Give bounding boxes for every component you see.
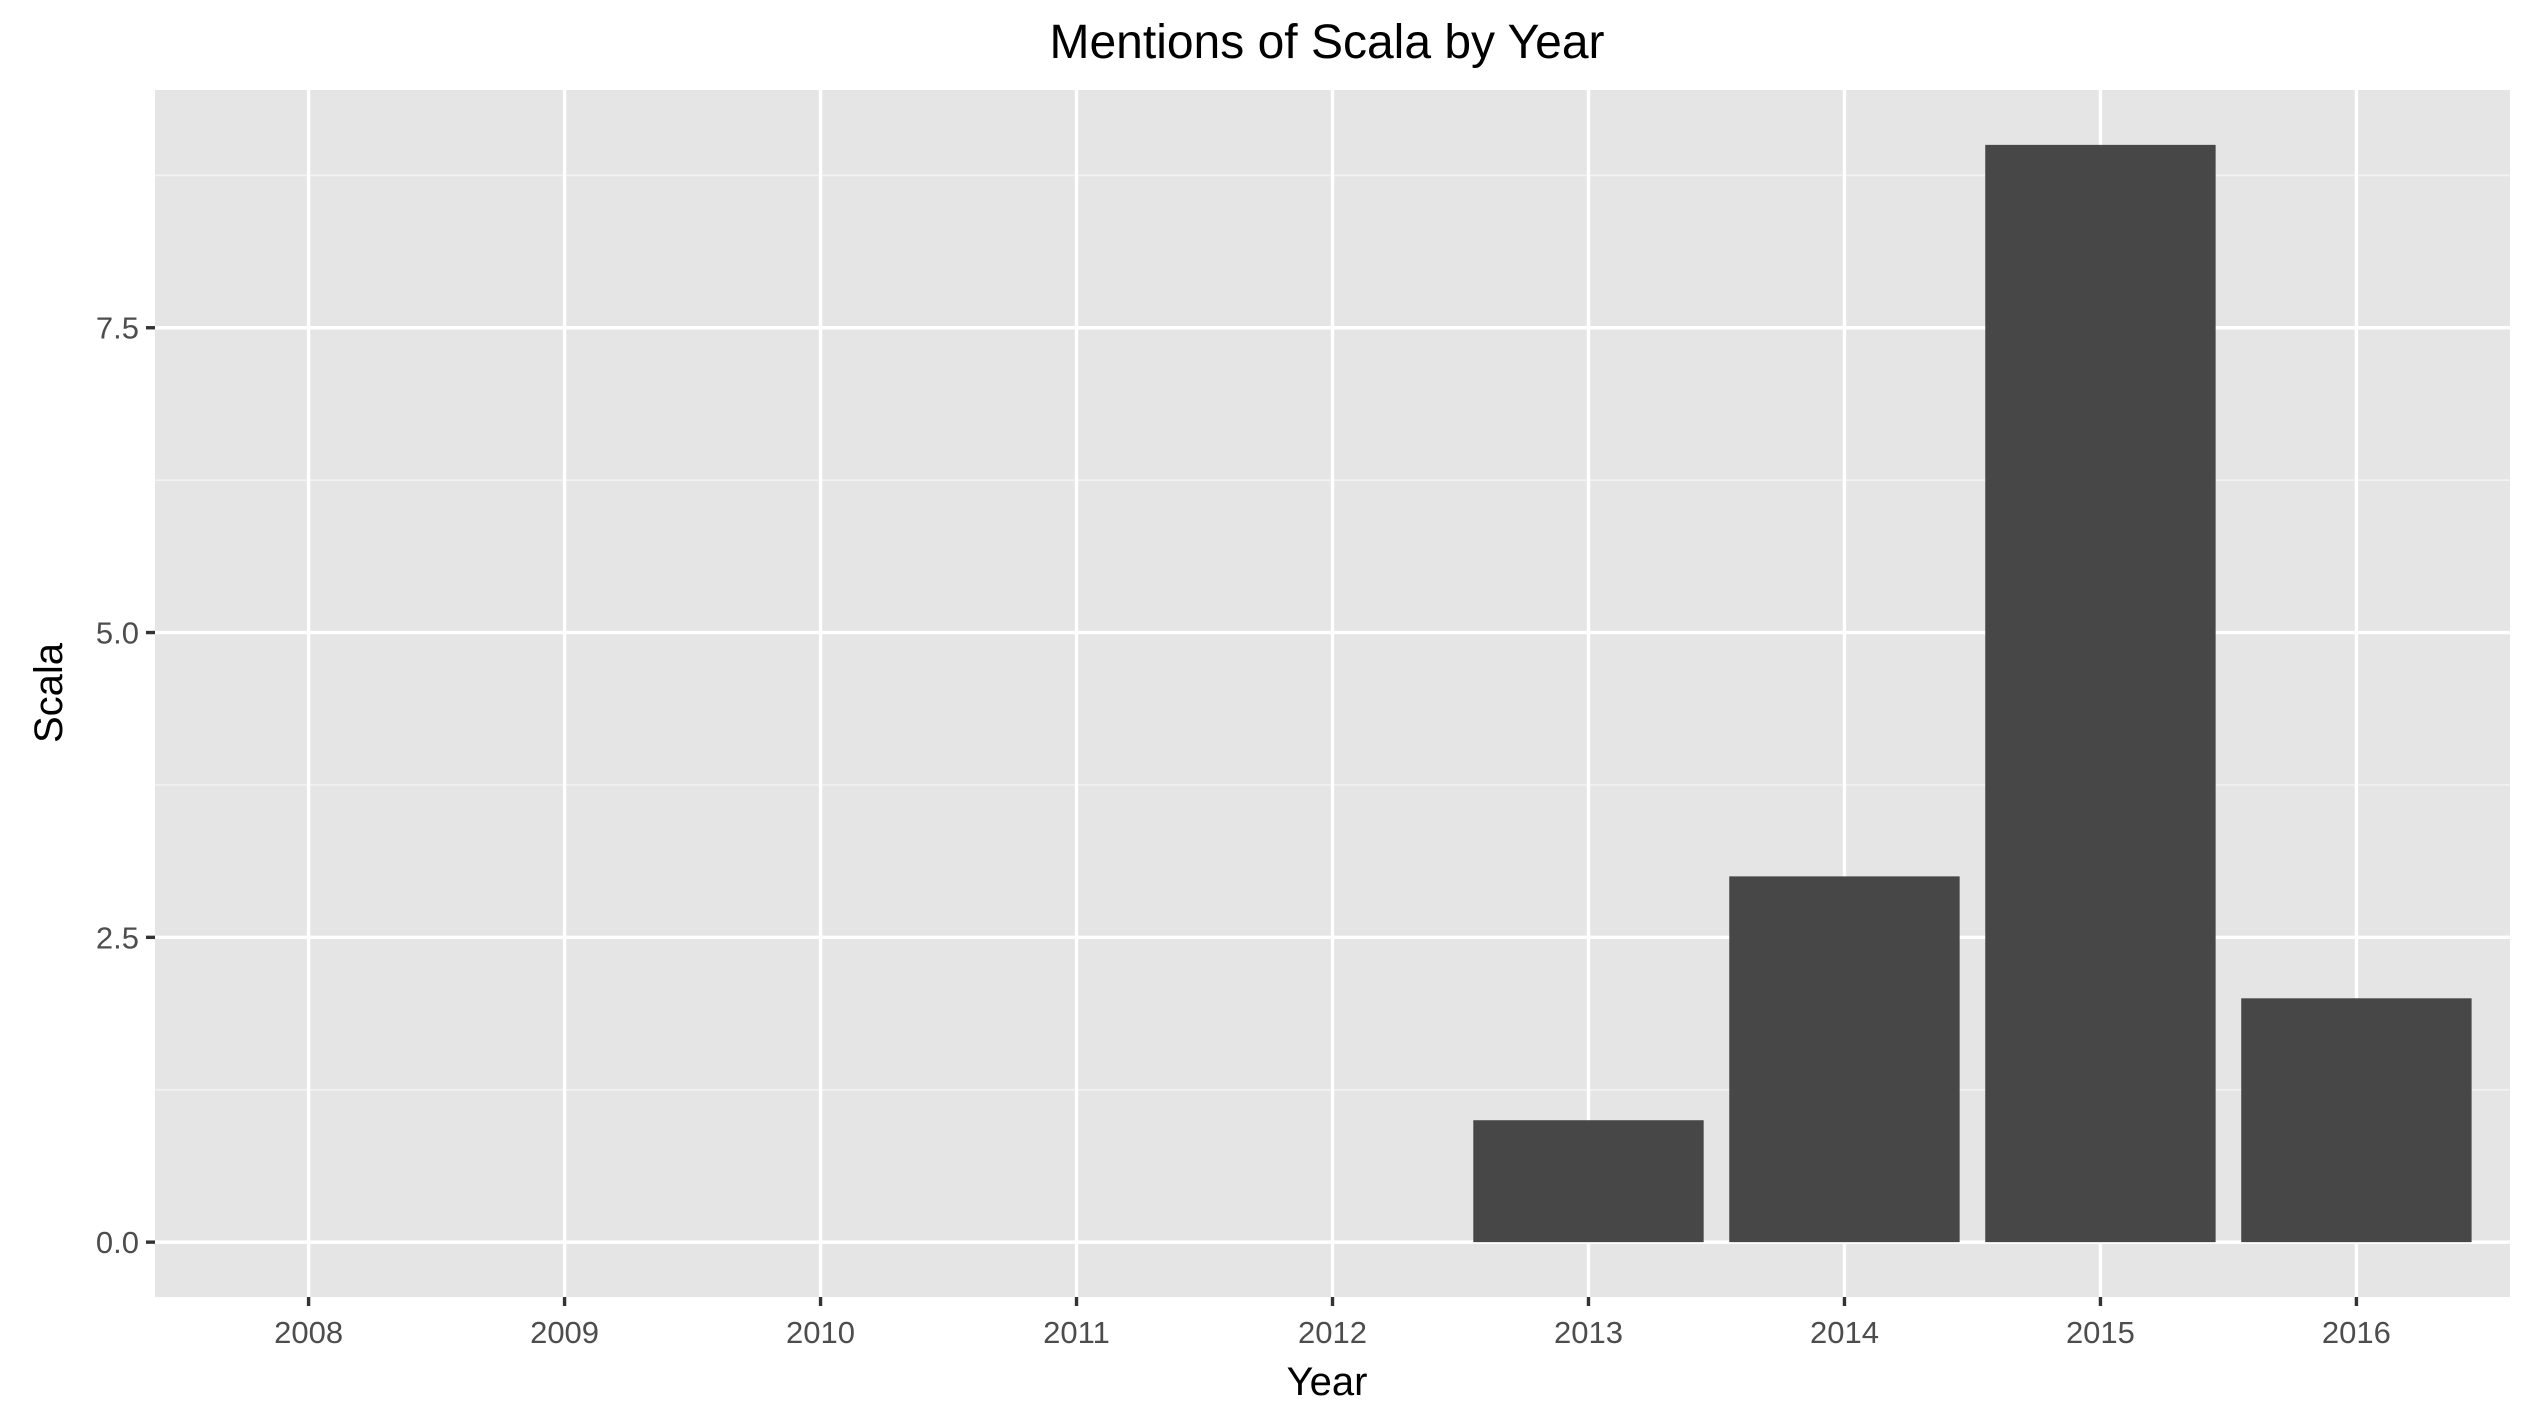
x-tick-label: 2010: [786, 1315, 855, 1350]
x-tick-label: 2014: [1810, 1315, 1879, 1350]
x-tick-label: 2009: [530, 1315, 599, 1350]
x-tick-label: 2016: [2322, 1315, 2391, 1350]
y-tick-label: 2.5: [96, 920, 139, 955]
x-tick-label: 2013: [1554, 1315, 1623, 1350]
x-axis-title: Year: [1287, 1360, 1368, 1404]
chart-title: Mentions of Scala by Year: [1049, 16, 1604, 69]
bar-2015: [1985, 144, 2216, 1243]
x-tick-label: 2012: [1298, 1315, 1367, 1350]
y-tick-label: 0.0: [96, 1225, 139, 1260]
x-tick-label: 2011: [1043, 1315, 1110, 1350]
y-tick-label: 5.0: [96, 616, 139, 651]
y-axis-title: Scala: [27, 642, 71, 743]
y-axis: 0.0 2.5 5.0 7.5: [96, 311, 155, 1260]
y-tick-label: 7.5: [96, 311, 139, 346]
bar-2016: [2241, 998, 2472, 1243]
bar-2014: [1729, 876, 1960, 1243]
bar-2013: [1473, 1120, 1704, 1243]
x-tick-label: 2008: [274, 1315, 343, 1350]
bars: [1473, 144, 2472, 1243]
x-tick-label: 2015: [2066, 1315, 2135, 1350]
x-axis: 2008 2009 2010 2011 2012 2013 2014 2015 2016: [274, 1297, 2391, 1350]
